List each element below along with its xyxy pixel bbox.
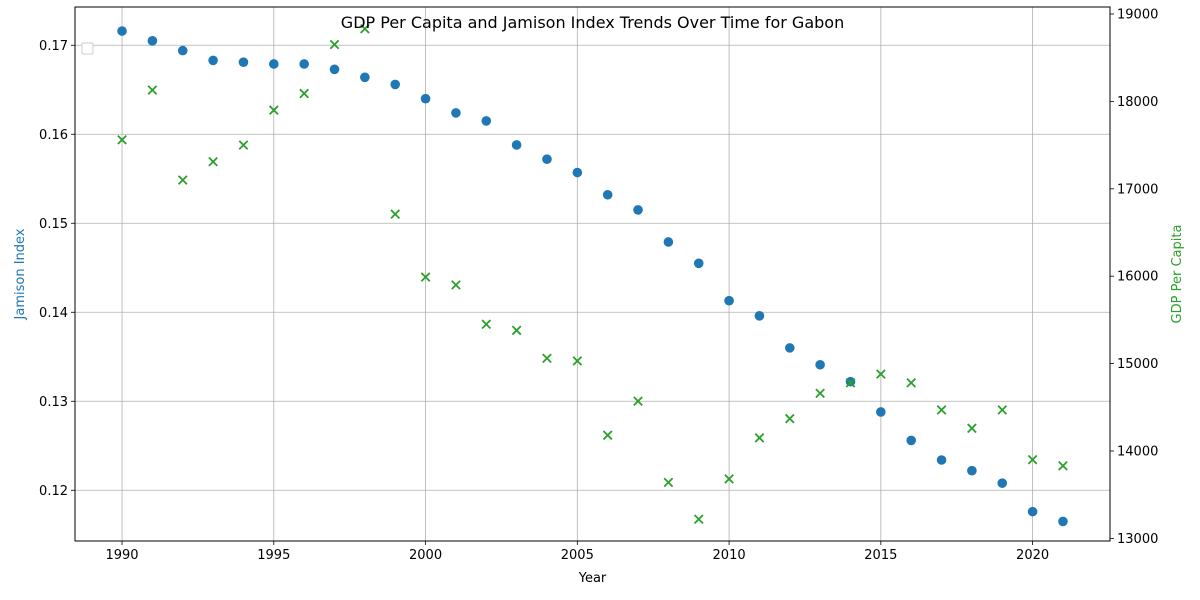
y-left-axis-title: Jamison Index — [13, 228, 28, 320]
x-tick-label: 1995 — [257, 548, 290, 563]
jamison-index-point — [784, 343, 795, 353]
gdp-per-capita-point — [451, 280, 461, 290]
jamison-index-point — [1027, 506, 1038, 517]
y-right-tick-label: 17000 — [1117, 182, 1158, 197]
jamison-index-point — [451, 108, 461, 118]
gdp-per-capita-point — [633, 396, 643, 407]
jamison-index-point — [967, 465, 977, 476]
gdp-per-capita-point — [602, 430, 613, 441]
x-axis-title: Year — [578, 571, 607, 586]
jamison-index-point — [299, 59, 309, 69]
jamison-index-point — [360, 72, 370, 83]
gdp-per-capita-point — [268, 105, 279, 115]
gdp-per-capita-point — [724, 474, 734, 484]
gdp-per-capita-point — [572, 356, 583, 366]
plot-frame — [74, 6, 1111, 542]
y-right-axis-title: GDP Per Capita — [1170, 225, 1185, 324]
jamison-index-point — [663, 237, 674, 247]
gdp-per-capita-point — [845, 377, 856, 388]
chart-title: GDP Per Capita and Jamison Index Trends … — [341, 13, 844, 32]
jamison-index-point — [754, 311, 765, 321]
y-left-tick-label: 0.12 — [39, 484, 68, 499]
gdp-per-capita-point — [299, 88, 309, 99]
jamison-index-point — [238, 57, 249, 67]
gdp-per-capita-point — [542, 353, 552, 364]
gdp-per-capita-point — [876, 369, 886, 379]
gdp-per-capita-point — [390, 209, 401, 219]
y-right-tick-label: 19000 — [1117, 7, 1158, 22]
jamison-index-point — [208, 55, 218, 66]
jamison-index-point — [693, 258, 704, 269]
jamison-index-point — [329, 64, 340, 75]
y-right-tick-label: 14000 — [1117, 444, 1158, 459]
gdp-per-capita-point — [481, 319, 492, 330]
x-tick-label: 2015 — [864, 548, 897, 563]
jamison-index-point — [177, 45, 188, 56]
gdp-per-capita-point — [663, 477, 674, 488]
y-left-tick-label: 0.14 — [39, 306, 68, 321]
gdp-per-capita-point — [936, 405, 947, 415]
grid-layer — [75, 7, 1110, 541]
gdp-per-capita-point — [147, 85, 158, 95]
x-tick-label: 2000 — [409, 548, 442, 563]
jamison-index-point — [542, 154, 552, 164]
marks-layer — [117, 24, 1068, 527]
jamison-index-point — [481, 116, 492, 126]
gdp-per-capita-point — [693, 514, 704, 524]
jamison-index-point — [906, 435, 916, 446]
gdp-per-capita-point — [117, 135, 127, 145]
gdp-per-capita-point — [754, 433, 765, 443]
jamison-index-point — [1058, 516, 1068, 527]
jamison-index-point — [420, 93, 431, 104]
gdp-per-capita-point — [784, 413, 795, 424]
legend-box — [81, 42, 94, 55]
gdp-per-capita-point — [238, 140, 249, 150]
gdp-per-capita-point — [967, 423, 977, 434]
jamison-index-point — [147, 36, 158, 46]
y-left-tick-label: 0.16 — [39, 128, 68, 143]
jamison-index-point — [269, 59, 279, 69]
gdp-per-capita-point — [208, 156, 218, 167]
jamison-index-point — [815, 359, 825, 370]
ticks-layer: 1990 1995 2000 2005 2010 2015 2020 0.12 0.13 0.14… — [39, 7, 1158, 563]
x-tick-label: 2005 — [561, 548, 594, 563]
y-right-tick-label: 18000 — [1117, 95, 1158, 110]
y-right-tick-label: 15000 — [1117, 357, 1158, 372]
gdp-per-capita-point — [906, 377, 917, 388]
y-left-tick-label: 0.15 — [39, 217, 68, 232]
jamison-index-point — [511, 140, 522, 150]
jamison-index-point — [633, 205, 643, 215]
gdp-per-capita-point — [1058, 461, 1068, 471]
gdp-per-capita-point — [997, 405, 1008, 415]
gdp-per-capita-point — [511, 325, 522, 336]
y-right-tick-label: 13000 — [1117, 532, 1158, 547]
jamison-index-point — [572, 167, 583, 178]
gdp-per-capita-point — [360, 24, 370, 34]
gdp-per-capita-point — [420, 272, 431, 282]
jamison-index-point — [602, 189, 613, 200]
gdp-per-capita-point — [329, 39, 340, 50]
gdp-per-capita-point — [815, 388, 825, 399]
jamison-index-point — [117, 26, 127, 36]
jamison-index-point — [724, 295, 734, 306]
jamison-index-point — [936, 455, 947, 465]
x-tick-label: 1990 — [105, 548, 138, 563]
y-right-tick-label: 16000 — [1117, 270, 1158, 285]
jamison-index-point — [997, 478, 1008, 488]
x-tick-label: 2010 — [713, 548, 746, 563]
gdp-per-capita-point — [177, 175, 188, 185]
y-left-tick-label: 0.17 — [39, 39, 68, 54]
y-left-tick-label: 0.13 — [39, 395, 68, 410]
jamison-index-point — [876, 407, 886, 417]
x-tick-label: 2020 — [1016, 548, 1049, 563]
jamison-index-point — [390, 79, 401, 90]
gdp-per-capita-point — [1027, 454, 1038, 465]
